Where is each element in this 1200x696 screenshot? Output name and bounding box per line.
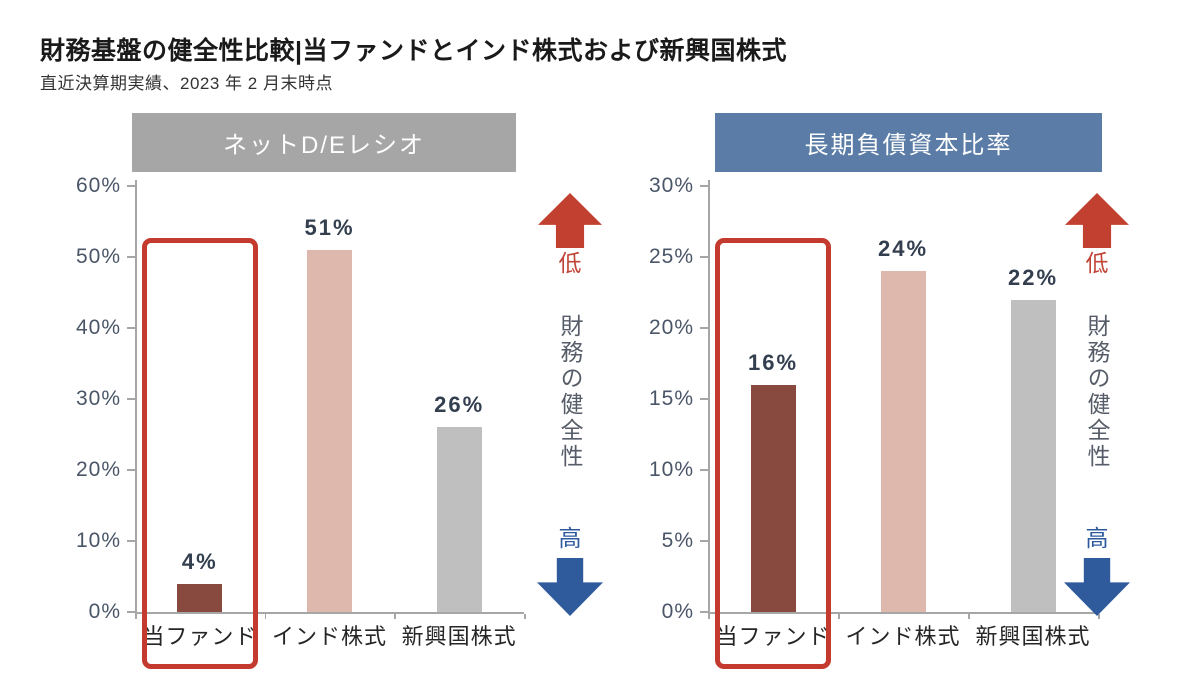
y-tick [127,540,135,542]
y-tick [127,185,135,187]
y-tick-label: 60% [75,174,121,197]
down-arrow-icon [537,558,603,616]
x-tick [135,613,137,619]
y-axis-line [708,180,710,614]
x-tick [1098,613,1100,619]
bar-emerging-equity [1010,299,1056,612]
low-label: 低 [1085,250,1109,276]
y-tick [127,611,135,613]
y-tick [700,398,708,400]
value-label: 16% [747,349,799,375]
up-arrow-icon [538,193,602,248]
financial-soundness-note: 財務の健全性 [1084,314,1110,470]
y-tick [700,540,708,542]
y-tick [127,398,135,400]
category-label: 当ファンド [142,624,258,649]
bar-fund [177,583,223,612]
y-tick-label: 15% [648,387,694,410]
category-label: 当ファンド [715,624,831,649]
bar-india-equity [307,249,352,612]
financial-soundness-note: 財務の健全性 [557,314,583,470]
x-axis-line [135,612,524,614]
y-tick [700,469,708,471]
value-label: 22% [1007,264,1059,290]
soundness-annotation-left: 低 財務の健全性 高 [537,0,603,696]
y-tick-label: 5% [661,529,694,552]
y-tick-label: 30% [648,174,694,197]
highlight-box [715,237,831,669]
y-tick [127,469,135,471]
highlight-box [141,237,258,669]
value-label: 4% [181,548,218,574]
value-label: 51% [304,214,355,240]
x-tick [394,613,396,619]
x-tick [264,613,267,619]
x-tick [838,613,840,619]
page-title: 財務基盤の健全性比較|当ファンドとインド株式および新興国株式 [40,37,787,65]
y-tick-label: 25% [648,245,694,268]
down-arrow-icon [1064,558,1130,616]
chart-header-net-de-ratio: ネットD/Eレシオ [132,113,516,172]
y-tick [700,185,708,187]
x-tick [708,613,710,619]
chart-title-net-de-ratio: ネットD/Eレシオ [222,132,425,159]
y-axis-line [135,180,137,614]
value-label: 24% [877,236,929,262]
bar-india-equity [880,271,926,612]
y-tick [700,611,708,613]
x-axis-line [708,612,1098,614]
y-tick [700,256,708,258]
bar-emerging-equity [436,427,482,612]
y-tick-label: 40% [75,316,121,339]
soundness-annotation-right: 低 財務の健全性 高 [1064,0,1130,696]
y-tick [700,327,708,329]
category-label: インド株式 [271,624,387,649]
bar-fund [750,384,796,612]
y-tick-label: 20% [648,316,694,339]
y-tick-label: 50% [75,245,121,268]
high-label: 高 [1085,525,1109,551]
category-label: 新興国株式 [975,624,1091,649]
category-label: 新興国株式 [401,624,517,649]
value-label: 26% [434,392,485,418]
x-tick [968,613,970,619]
high-label: 高 [558,525,582,551]
y-tick-label: 0% [88,600,121,623]
y-tick-label: 0% [661,600,694,623]
y-tick [127,327,135,329]
chart-title-long-term-debt-ratio: 長期負債資本比率 [804,132,1013,159]
y-tick-label: 10% [648,458,694,481]
y-tick-label: 20% [75,458,121,481]
category-label: インド株式 [845,624,961,649]
page-subtitle: 直近決算期実績、2023 年 2 月末時点 [40,74,333,93]
y-tick-label: 10% [75,529,121,552]
y-tick-label: 30% [75,387,121,410]
up-arrow-icon [1065,193,1129,248]
y-tick [127,256,135,258]
low-label: 低 [558,250,582,276]
chart-header-long-term-debt-ratio: 長期負債資本比率 [715,113,1102,172]
x-tick [524,613,526,619]
